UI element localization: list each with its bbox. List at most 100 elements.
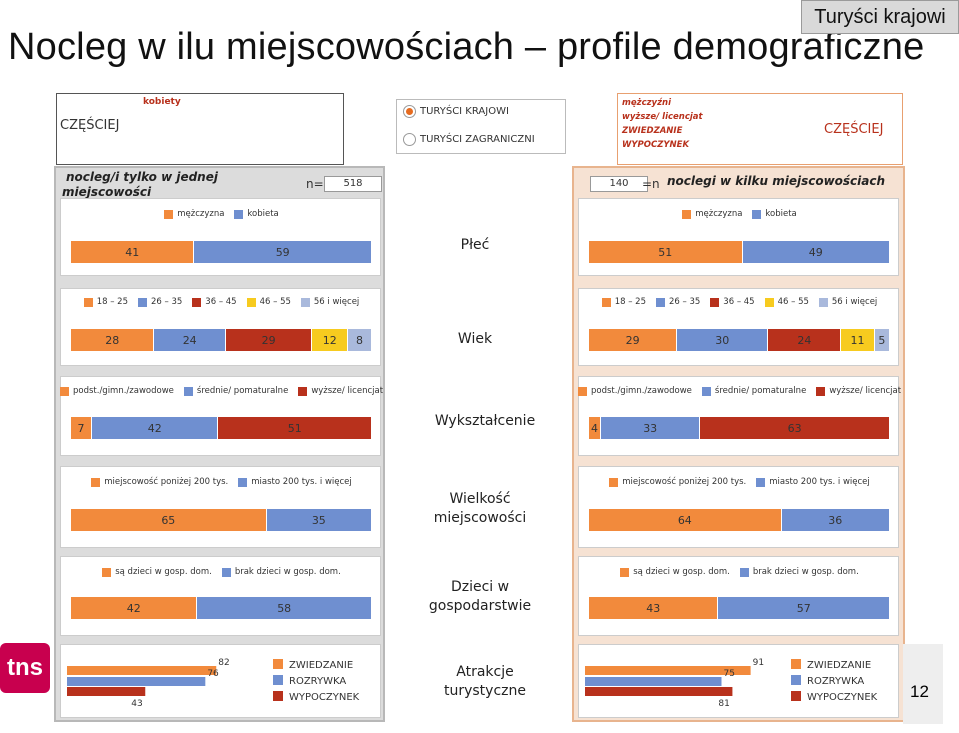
chart-card-2-1: podst./gimn./zawodowe średnie/ pomaturaln…	[577, 376, 901, 456]
attraction-bar-0	[67, 666, 217, 675]
left-n-value: 518	[324, 176, 382, 192]
legend-swatch	[791, 675, 801, 685]
legend-right-main: CZĘŚCIEJ	[824, 122, 884, 137]
legend-label: są dzieci w gosp. dom.	[633, 567, 730, 577]
radio-option-domestic[interactable]: TURYŚCI KRAJOWI	[403, 105, 509, 118]
legend-swatch	[816, 386, 826, 396]
legend-item: mężczyzna	[682, 209, 742, 219]
chart-card-2-0: podst./gimn./zawodowe średnie/ pomaturaln…	[59, 376, 383, 456]
chart-legend-4-1: są dzieci w gosp. dom. brak dzieci w gosp…	[589, 567, 890, 577]
right-n-value: 140	[590, 176, 648, 192]
legend-swatch	[701, 386, 711, 396]
legend-item: średnie/ pomaturalne	[183, 386, 289, 396]
legend-right-line-4: WYPOCZYNEK	[622, 140, 690, 150]
bar-segment: 42	[92, 417, 219, 439]
legend-swatch	[791, 691, 801, 701]
legend-label: ZWIEDZANIE	[807, 660, 871, 671]
legend-label: miejscowość poniżej 200 tys.	[622, 477, 747, 487]
attractions-chart-5-1: 91 75 81 ZWIEDZANIE ROZRYWKA WYPOCZYNEK	[585, 658, 878, 709]
legend-item: są dzieci w gosp. dom.	[102, 567, 212, 577]
bar-segment: 33	[601, 417, 701, 439]
legend-item: 36 – 45	[192, 297, 237, 307]
bar-segment: 59	[194, 241, 372, 263]
legend-label: średnie/ pomaturalne	[714, 386, 807, 396]
legend-label: miejscowość poniżej 200 tys.	[104, 477, 229, 487]
label-dzieci-2: gospodarstwie	[428, 598, 532, 614]
legend-item: 36 – 45	[710, 297, 755, 307]
chart-card-1-1: 18 – 25 26 – 35 36 – 45 46 – 55 56 i więcej 2…	[578, 288, 899, 366]
legend-label: 46 – 55	[777, 297, 809, 307]
bar-segment: 58	[197, 597, 372, 619]
chart-card-0-1: mężczyzna kobieta 51 49	[578, 198, 899, 276]
left-panel-header-1: nocleg/i tylko w jednej	[66, 170, 218, 184]
legend-swatch	[739, 567, 749, 577]
legend-swatch	[764, 297, 774, 307]
legend-item: brak dzieci w gosp. dom.	[739, 567, 859, 577]
legend-swatch	[609, 477, 619, 487]
legend-swatch	[246, 297, 256, 307]
legend-item: mężczyzna	[164, 209, 224, 219]
chart-card-4-1: są dzieci w gosp. dom. brak dzieci w gosp…	[578, 556, 899, 636]
label-dzieci-1: Dzieci w	[450, 579, 510, 595]
bar-segment: 42	[71, 597, 198, 619]
tns-logo: tns	[0, 643, 50, 693]
legend-label: 46 – 55	[259, 297, 291, 307]
bar-segment: 11	[841, 329, 875, 351]
bar-segment: 8	[348, 329, 372, 351]
bar-segment: 43	[589, 597, 719, 619]
chart-card-3-0: miejscowość poniżej 200 tys. miasto 200 t…	[60, 466, 381, 548]
legend-item: 46 – 55	[246, 297, 291, 307]
legend-label: podst./gimn./zawodowe	[72, 386, 174, 396]
chart-legend-1-0: 18 – 25 26 – 35 36 – 45 46 – 55 56 i więcej	[71, 297, 372, 307]
bar-segment: 24	[768, 329, 842, 351]
legend-label: ROZRYWKA	[289, 676, 346, 687]
legend-label: średnie/ pomaturalne	[196, 386, 289, 396]
legend-item: brak dzieci w gosp. dom.	[221, 567, 341, 577]
chart-legend-4-0: są dzieci w gosp. dom. brak dzieci w gosp…	[71, 567, 372, 577]
legend-label: 56 i więcej	[831, 297, 878, 307]
chart-legend-0-1: mężczyzna kobieta	[589, 209, 890, 219]
legend-swatch	[102, 567, 112, 577]
attraction-value-0: 91	[753, 658, 764, 668]
radio-option-foreign[interactable]: TURYŚCI ZAGRANICZNI	[403, 133, 535, 146]
chart-card-5-1: 91 75 81 ZWIEDZANIE ROZRYWKA WYPOCZYNEK	[578, 644, 899, 718]
legend-item: kobieta	[234, 209, 279, 219]
legend-label: 26 – 35	[669, 297, 701, 307]
legend-swatch	[138, 297, 147, 307]
legend-swatch	[752, 209, 762, 219]
stacked-bar-1-1: 29 30 24 11 5	[589, 329, 890, 351]
bar-segment: 36	[781, 509, 890, 531]
legend-swatch	[91, 477, 101, 487]
legend-item: podst./gimn./zawodowe	[59, 386, 174, 396]
legend-label: ROZRYWKA	[807, 676, 864, 687]
attraction-bar-0	[585, 666, 751, 675]
legend-swatch	[300, 297, 310, 307]
stacked-bar-0-0: 41 59	[71, 241, 372, 263]
legend-swatch	[192, 297, 202, 307]
legend-swatch	[298, 386, 308, 396]
legend-swatch	[620, 567, 630, 577]
chart-legend-0-0: mężczyzna kobieta	[71, 209, 372, 219]
radio-selected-icon	[403, 105, 416, 118]
attraction-bar-2	[67, 687, 146, 696]
attraction-value-2: 81	[718, 699, 729, 709]
legend-label: miasto 200 tys. i więcej	[769, 477, 870, 487]
legend-swatch	[791, 659, 801, 669]
chart-card-4-0: są dzieci w gosp. dom. brak dzieci w gosp…	[60, 556, 381, 636]
chart-legend-3-0: miejscowość poniżej 200 tys. miasto 200 t…	[71, 477, 372, 487]
legend-label: brak dzieci w gosp. dom.	[234, 567, 341, 577]
stacked-bar-3-1: 64 36	[589, 509, 890, 531]
legend-item: wyższe/ licencjat	[816, 386, 901, 396]
bar-segment: 57	[718, 597, 890, 619]
legend-left-top: kobiety	[143, 97, 181, 107]
bar-segment: 5	[874, 329, 890, 351]
chart-card-5-0: 82 76 43 ZWIEDZANIE ROZRYWKA WYPOCZYNEK	[60, 644, 381, 718]
chart-card-0-0: mężczyzna kobieta 41 59	[60, 198, 381, 276]
legend-swatch	[273, 691, 283, 701]
legend-swatch	[273, 659, 283, 669]
bar-segment: 7	[71, 417, 93, 439]
legend-item: podst./gimn./zawodowe	[577, 386, 692, 396]
legend-swatch	[83, 297, 93, 307]
legend-swatch	[756, 477, 766, 487]
